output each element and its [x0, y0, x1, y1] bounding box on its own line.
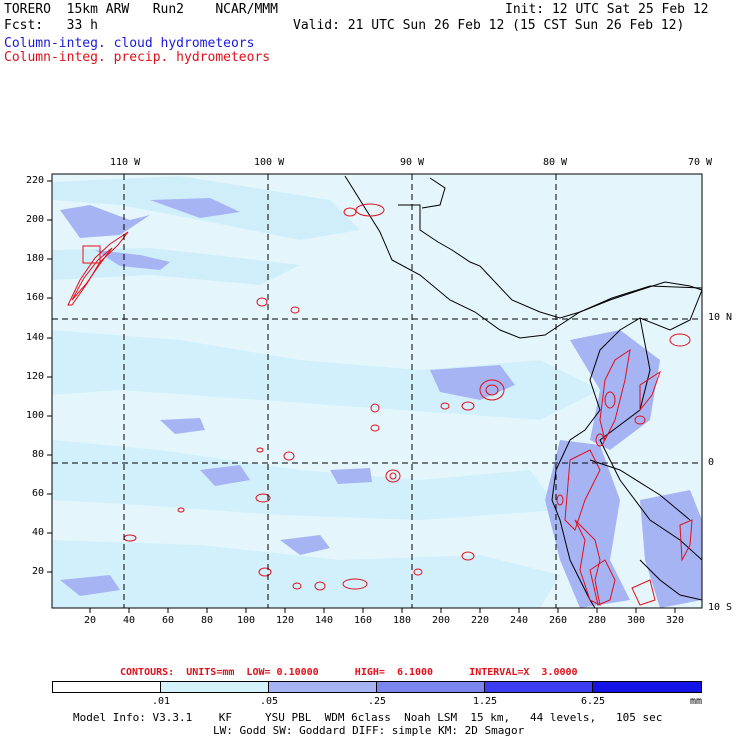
y-tick: 100	[26, 410, 45, 421]
x-tick: 160	[354, 615, 373, 626]
colorbar-segment	[160, 681, 269, 693]
colorbar-segment	[52, 681, 161, 693]
x-tick: 220	[471, 615, 490, 626]
x-tick: 280	[588, 615, 607, 626]
y-tick: 160	[26, 292, 45, 303]
y-tick: 60	[32, 488, 45, 499]
y-tick: 80	[32, 449, 45, 460]
x-tick: 60	[162, 615, 175, 626]
x-tick: 100	[237, 615, 256, 626]
colorbar-segment	[376, 681, 485, 693]
lon-label-90w: 90 W	[400, 157, 425, 168]
colorbar-segment	[592, 681, 702, 693]
x-tick: 40	[123, 615, 136, 626]
lon-label-110w: 110 W	[110, 157, 141, 168]
colorbar-label: .25	[368, 696, 387, 707]
x-tick: 240	[510, 615, 529, 626]
lat-label-0: 0	[708, 457, 715, 468]
y-tick: 40	[32, 527, 45, 538]
x-tick: 140	[315, 615, 334, 626]
x-tick: 260	[549, 615, 568, 626]
lon-label-70w: 70 W	[688, 157, 713, 168]
colorbar-label: .05	[260, 696, 279, 707]
lat-label-10n: 10 N	[708, 312, 733, 323]
forecast-hour: Fcst: 33 h	[4, 18, 98, 33]
valid-time: Valid: 21 UTC Sun 26 Feb 12 (15 CST Sun …	[293, 18, 685, 33]
y-tick: 180	[26, 253, 45, 264]
colorbar-units: mm	[690, 696, 703, 707]
model-info: Model Info: V3.3.1 KF YSU PBL WDM 6class…	[73, 711, 663, 724]
x-tick: 20	[84, 615, 97, 626]
axis-ticks	[47, 180, 676, 613]
y-tick: 220	[26, 175, 45, 186]
cloud-hydrometeor-shading	[52, 176, 702, 608]
lat-label-10s: 10 S	[708, 602, 733, 613]
x-tick: 80	[201, 615, 214, 626]
x-tick: 180	[393, 615, 412, 626]
y-tick: 120	[26, 371, 45, 382]
precip-field-label: Column-integ. precip. hydrometeors	[4, 50, 271, 65]
colorbar-segment	[484, 681, 593, 693]
colorbar-label: .01	[152, 696, 171, 707]
colorbar-segment	[268, 681, 377, 693]
cloud-field-label: Column-integ. cloud hydrometeors	[4, 36, 255, 51]
y-tick: 20	[32, 566, 45, 577]
x-tick: 120	[276, 615, 295, 626]
coastlines	[344, 175, 702, 608]
lon-label-80w: 80 W	[543, 157, 568, 168]
colorbar-label: 1.25	[473, 696, 498, 707]
init-time: Init: 12 UTC Sat 25 Feb 12	[505, 2, 709, 17]
y-tick: 140	[26, 332, 45, 343]
physics-info: LW: Godd SW: Goddard DIFF: simple KM: 2D…	[213, 724, 525, 737]
y-tick: 200	[26, 214, 45, 225]
x-tick: 320	[666, 615, 685, 626]
contour-info: CONTOURS: UNITS=mm LOW= 0.10000 HIGH= 6.…	[120, 667, 578, 678]
lon-label-100w: 100 W	[254, 157, 285, 168]
lat-lon-grid	[52, 174, 702, 608]
precip-hydrometeor-contours	[67, 203, 693, 606]
model-run-title: TORERO 15km ARW Run2 NCAR/MMM	[4, 2, 278, 17]
x-tick: 300	[627, 615, 646, 626]
colorbar-label: 6.25	[581, 696, 606, 707]
map-frame	[51, 173, 703, 609]
x-tick: 200	[432, 615, 451, 626]
